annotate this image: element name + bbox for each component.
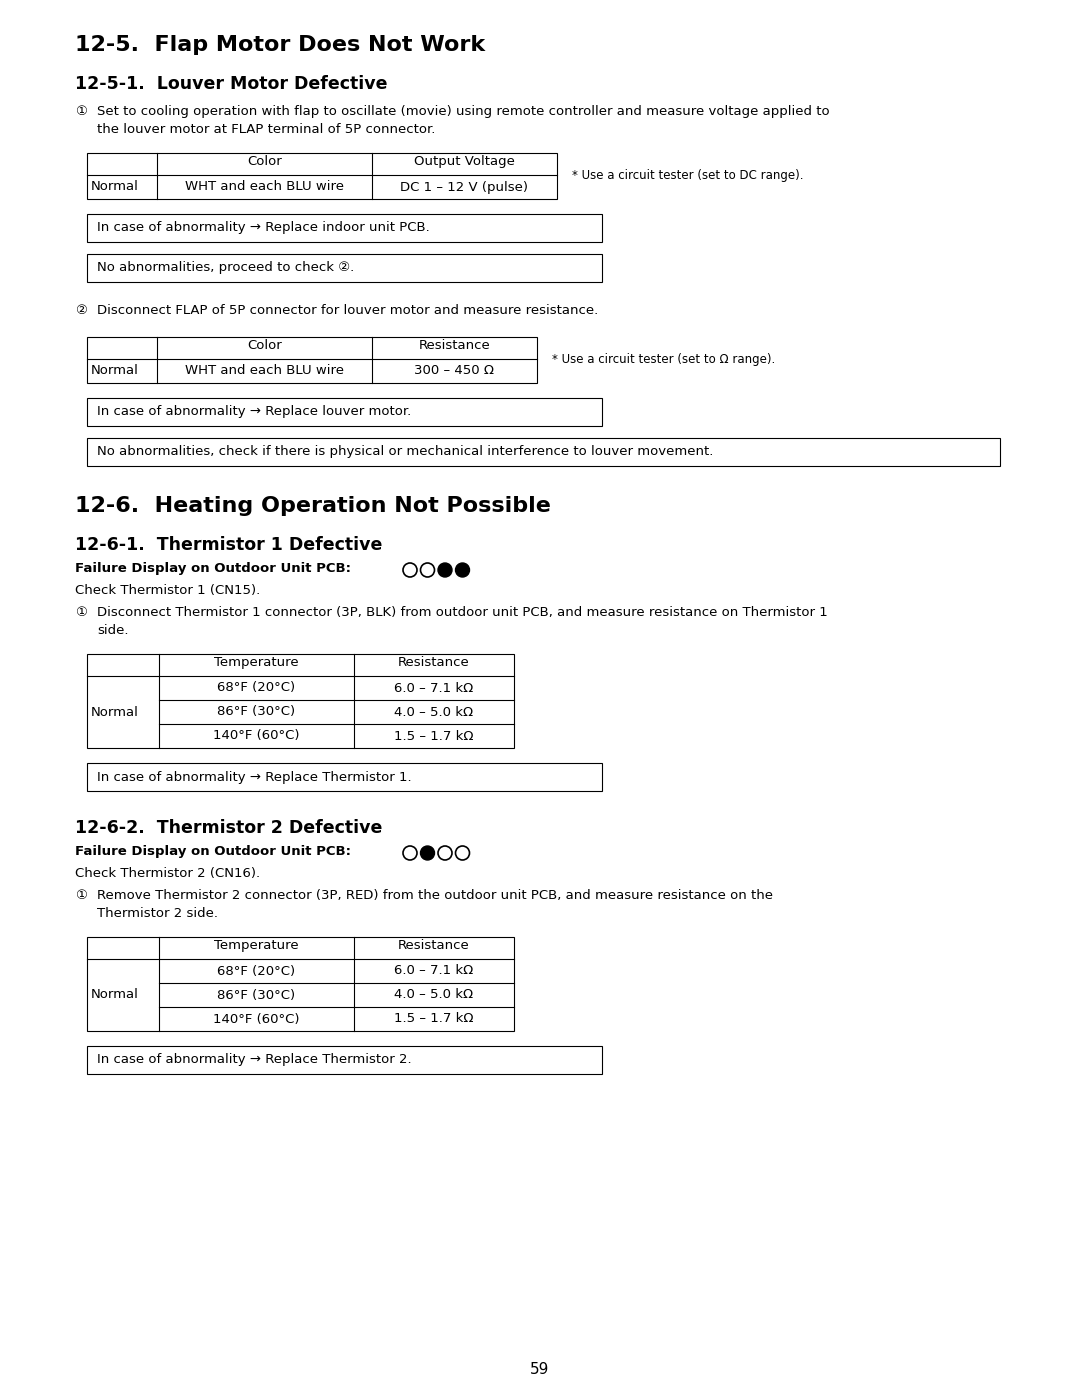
Text: 12-5.  Flap Motor Does Not Work: 12-5. Flap Motor Does Not Work xyxy=(75,35,485,54)
Text: ②: ② xyxy=(75,305,86,317)
Text: 6.0 – 7.1 kΩ: 6.0 – 7.1 kΩ xyxy=(394,682,474,694)
Text: side.: side. xyxy=(97,624,129,637)
Text: 1.5 – 1.7 kΩ: 1.5 – 1.7 kΩ xyxy=(394,729,474,742)
Text: In case of abnormality → Replace Thermistor 2.: In case of abnormality → Replace Thermis… xyxy=(97,1053,411,1066)
Text: Resistance: Resistance xyxy=(399,939,470,951)
Text: WHT and each BLU wire: WHT and each BLU wire xyxy=(185,180,345,194)
Text: the louver motor at FLAP terminal of 5P connector.: the louver motor at FLAP terminal of 5P … xyxy=(97,123,435,136)
Text: 4.0 – 5.0 kΩ: 4.0 – 5.0 kΩ xyxy=(394,989,473,1002)
Text: ①: ① xyxy=(75,888,86,902)
Text: DC 1 – 12 V (pulse): DC 1 – 12 V (pulse) xyxy=(401,180,528,194)
Circle shape xyxy=(438,563,453,577)
Text: Disconnect Thermistor 1 connector (3P, BLK) from outdoor unit PCB, and measure r: Disconnect Thermistor 1 connector (3P, B… xyxy=(97,606,827,619)
Text: 6.0 – 7.1 kΩ: 6.0 – 7.1 kΩ xyxy=(394,964,474,978)
Text: No abnormalities, proceed to check ②.: No abnormalities, proceed to check ②. xyxy=(97,261,354,274)
Text: Failure Display on Outdoor Unit PCB:: Failure Display on Outdoor Unit PCB: xyxy=(75,845,351,858)
Bar xyxy=(87,214,602,242)
Text: Check Thermistor 2 (CN16).: Check Thermistor 2 (CN16). xyxy=(75,868,260,880)
Text: 59: 59 xyxy=(530,1362,550,1377)
Text: Failure Display on Outdoor Unit PCB:: Failure Display on Outdoor Unit PCB: xyxy=(75,562,351,576)
Text: 12-6-1.  Thermistor 1 Defective: 12-6-1. Thermistor 1 Defective xyxy=(75,536,382,555)
Text: 300 – 450 Ω: 300 – 450 Ω xyxy=(415,365,495,377)
Text: 12-5-1.  Louver Motor Defective: 12-5-1. Louver Motor Defective xyxy=(75,75,388,94)
Bar xyxy=(87,398,602,426)
Text: 68°F (20°C): 68°F (20°C) xyxy=(217,964,296,978)
Text: Disconnect FLAP of 5P connector for louver motor and measure resistance.: Disconnect FLAP of 5P connector for louv… xyxy=(97,305,598,317)
Bar xyxy=(87,337,537,383)
Text: In case of abnormality → Replace Thermistor 1.: In case of abnormality → Replace Thermis… xyxy=(97,771,411,784)
Text: Color: Color xyxy=(247,339,282,352)
Text: 12-6-2.  Thermistor 2 Defective: 12-6-2. Thermistor 2 Defective xyxy=(75,819,382,837)
Circle shape xyxy=(420,847,434,861)
Text: ①: ① xyxy=(75,606,86,619)
Bar xyxy=(87,1046,602,1074)
Text: In case of abnormality → Replace indoor unit PCB.: In case of abnormality → Replace indoor … xyxy=(97,222,430,235)
Text: 4.0 – 5.0 kΩ: 4.0 – 5.0 kΩ xyxy=(394,705,473,718)
Text: Normal: Normal xyxy=(91,365,139,377)
Text: Check Thermistor 1 (CN15).: Check Thermistor 1 (CN15). xyxy=(75,584,260,597)
Text: 140°F (60°C): 140°F (60°C) xyxy=(213,729,300,742)
Text: 1.5 – 1.7 kΩ: 1.5 – 1.7 kΩ xyxy=(394,1013,474,1025)
Text: Remove Thermistor 2 connector (3P, RED) from the outdoor unit PCB, and measure r: Remove Thermistor 2 connector (3P, RED) … xyxy=(97,888,773,902)
Circle shape xyxy=(456,563,470,577)
Bar xyxy=(87,937,514,1031)
Bar xyxy=(87,763,602,791)
Bar xyxy=(87,154,557,198)
Text: 12-6.  Heating Operation Not Possible: 12-6. Heating Operation Not Possible xyxy=(75,496,551,515)
Text: Color: Color xyxy=(247,155,282,168)
Text: Set to cooling operation with flap to oscillate (movie) using remote controller : Set to cooling operation with flap to os… xyxy=(97,105,829,117)
Text: * Use a circuit tester (set to Ω range).: * Use a circuit tester (set to Ω range). xyxy=(552,353,775,366)
Text: Resistance: Resistance xyxy=(419,339,490,352)
Text: 86°F (30°C): 86°F (30°C) xyxy=(217,705,296,718)
Text: ①: ① xyxy=(75,105,86,117)
Text: In case of abnormality → Replace louver motor.: In case of abnormality → Replace louver … xyxy=(97,405,411,419)
Text: 86°F (30°C): 86°F (30°C) xyxy=(217,989,296,1002)
Text: Output Voltage: Output Voltage xyxy=(414,155,515,168)
Text: WHT and each BLU wire: WHT and each BLU wire xyxy=(185,365,345,377)
Text: Temperature: Temperature xyxy=(214,939,299,951)
Bar xyxy=(87,439,1000,467)
Text: * Use a circuit tester (set to DC range).: * Use a circuit tester (set to DC range)… xyxy=(572,169,804,183)
Bar xyxy=(87,254,602,282)
Text: 140°F (60°C): 140°F (60°C) xyxy=(213,1013,300,1025)
Text: Normal: Normal xyxy=(91,989,139,1002)
Text: No abnormalities, check if there is physical or mechanical interference to louve: No abnormalities, check if there is phys… xyxy=(97,446,714,458)
Text: 68°F (20°C): 68°F (20°C) xyxy=(217,682,296,694)
Text: Normal: Normal xyxy=(91,705,139,718)
Text: Resistance: Resistance xyxy=(399,657,470,669)
Bar xyxy=(87,654,514,747)
Text: Normal: Normal xyxy=(91,180,139,194)
Text: Thermistor 2 side.: Thermistor 2 side. xyxy=(97,907,218,921)
Text: Temperature: Temperature xyxy=(214,657,299,669)
